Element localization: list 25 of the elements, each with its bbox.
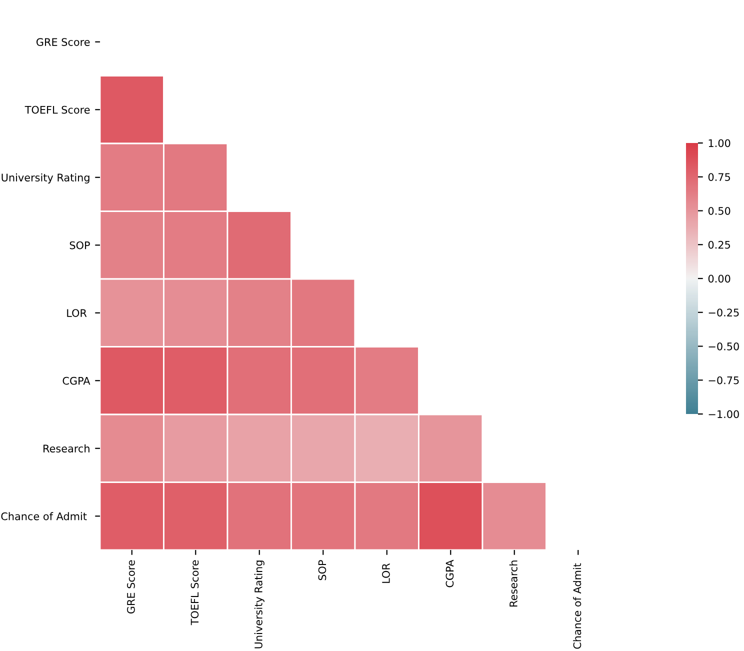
- y-tick-label: LOR: [67, 309, 87, 317]
- y-tick-label: Research: [44, 444, 90, 452]
- color-bar-label: 0.25: [708, 240, 730, 249]
- color-bar-label: 0.75: [708, 173, 730, 181]
- x-tick-label: CGPA: [446, 560, 454, 588]
- color-bar-label: −1.00: [708, 410, 739, 418]
- x-tick-label: GRE Score: [127, 560, 135, 614]
- color-bar-label: −0.75: [708, 376, 739, 384]
- y-tick-label: GRE Score: [36, 38, 90, 46]
- x-tick-label: Research: [509, 560, 518, 606]
- y-tick-label: Chance of Admit: [1, 512, 87, 520]
- color-bar-label: −0.25: [708, 308, 739, 316]
- x-tick-label: Chance of Admit: [573, 563, 582, 649]
- color-bar-label: 0.50: [708, 206, 730, 215]
- y-tick-label: SOP: [70, 241, 90, 250]
- y-tick-label: TOEFL Score: [24, 106, 90, 114]
- x-tick-label: LOR: [382, 563, 390, 583]
- x-tick-label: SOP: [318, 560, 326, 580]
- color-bar-label: −0.50: [708, 342, 739, 350]
- y-tick-label: CGPA: [62, 376, 90, 385]
- y-tick-label: University Rating: [2, 173, 90, 184]
- x-tick-label: University Rating: [254, 560, 264, 648]
- color-bar-label: 0.00: [708, 274, 730, 283]
- color-bar-label: 1.00: [708, 139, 730, 148]
- x-tick-label: TOEFL Score: [190, 560, 199, 626]
